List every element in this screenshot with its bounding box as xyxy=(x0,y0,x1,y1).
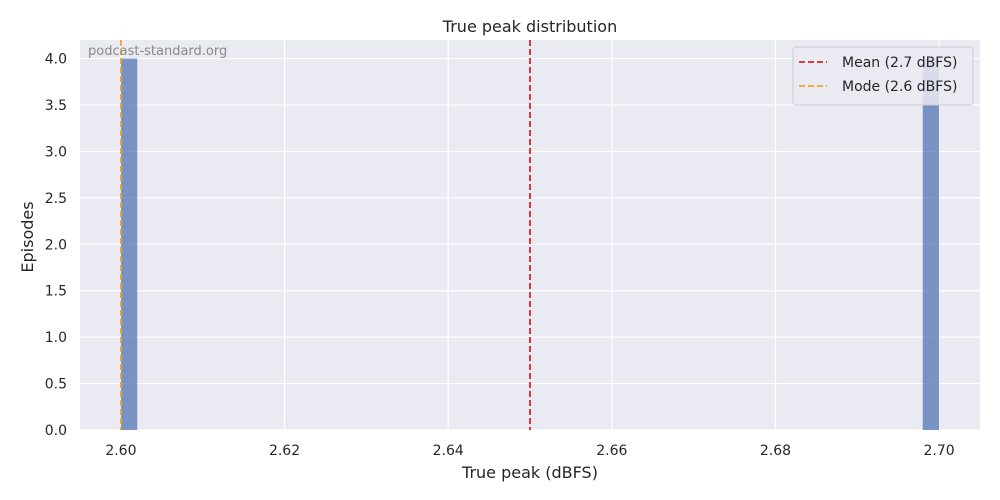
legend-box xyxy=(792,46,974,106)
y-axis-ticks: 0.0 0.5 1.0 1.5 2.0 2.5 3.0 3.5 4.0 xyxy=(45,52,67,439)
y-tick-label: 3.5 xyxy=(45,98,67,114)
y-tick-label: 0.5 xyxy=(45,377,67,393)
x-tick-label: 2.62 xyxy=(269,443,300,459)
legend-entry: Mode (2.6 dBFS) xyxy=(842,79,957,95)
y-tick-label: 2.5 xyxy=(45,191,67,207)
x-axis-ticks: 2.60 2.62 2.64 2.66 2.68 2.70 xyxy=(105,443,954,459)
x-tick-label: 2.68 xyxy=(760,443,791,459)
y-tick-label: 4.0 xyxy=(45,52,67,68)
x-tick-label: 2.70 xyxy=(924,443,955,459)
x-tick-label: 2.66 xyxy=(596,443,627,459)
y-tick-label: 2.0 xyxy=(45,237,67,253)
x-tick-label: 2.64 xyxy=(433,443,464,459)
histogram-bar xyxy=(922,58,940,430)
x-tick-label: 2.60 xyxy=(105,443,136,459)
histogram-bar xyxy=(120,58,138,430)
y-axis-label: Episodes xyxy=(18,201,37,272)
watermark-text: podcast-standard.org xyxy=(88,44,227,59)
reference-lines xyxy=(120,40,531,430)
y-tick-label: 0.0 xyxy=(45,423,67,439)
y-tick-label: 1.5 xyxy=(45,284,67,300)
legend: Mean (2.7 dBFS) Mode (2.6 dBFS) xyxy=(792,46,974,106)
y-tick-label: 1.0 xyxy=(45,330,67,346)
y-tick-label: 3.0 xyxy=(45,144,67,160)
histogram-bars xyxy=(120,58,940,430)
legend-entry: Mean (2.7 dBFS) xyxy=(842,55,957,71)
chart-title: True peak distribution xyxy=(442,17,617,36)
x-axis-label: True peak (dBFS) xyxy=(461,463,598,482)
